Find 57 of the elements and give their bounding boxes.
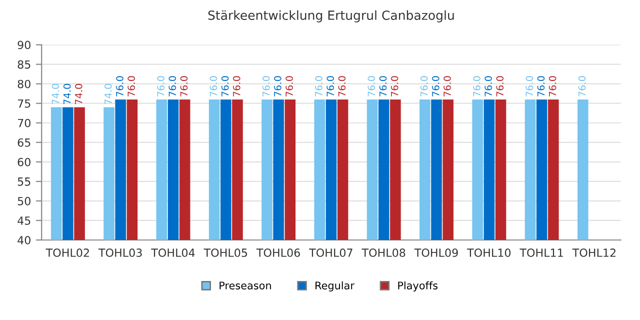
data-label: 76.0 (232, 76, 240, 96)
legend-label: Regular (316, 281, 354, 292)
data-label: 76.0 (444, 76, 451, 96)
data-label: 76.0 (286, 76, 293, 96)
data-label: 76.0 (537, 76, 545, 96)
x-tick-label: TOHL09 (414, 248, 458, 257)
data-label: 74.0 (74, 84, 82, 104)
data-label: 76.0 (548, 76, 556, 96)
x-tick-label: TOHL12 (572, 248, 616, 257)
y-tick-label: 80 (18, 80, 30, 88)
data-label: 76.0 (116, 76, 124, 96)
y-tick-label: 45 (18, 216, 30, 225)
data-label: 76.0 (210, 76, 218, 96)
data-label: 76.0 (496, 76, 504, 96)
x-tick-label: TOHL06 (256, 248, 300, 257)
x-tick-label: TOHL05 (204, 248, 248, 257)
data-label: 76.0 (379, 76, 387, 96)
x-tick-label: TOHL07 (309, 248, 352, 257)
x-tick-label: TOHL02 (46, 248, 89, 257)
y-tick-label: 55 (18, 178, 30, 186)
data-label: 74.0 (104, 84, 112, 104)
legend-label: Preseason (220, 282, 271, 290)
data-label: 74.0 (63, 84, 71, 104)
data-label: 76.0 (180, 76, 188, 96)
chart-title: Stärkeentwicklung Ertugrul Canbazoglu (208, 10, 454, 22)
x-tick-label: TOHL11 (520, 248, 563, 257)
data-label: 76.0 (432, 76, 440, 96)
data-label: 76.0 (168, 76, 176, 96)
data-label: 76.0 (315, 76, 322, 96)
data-label: 76.0 (420, 76, 428, 96)
y-tick-label: 60 (18, 158, 30, 166)
y-tick-label: 70 (18, 118, 30, 128)
data-label: 76.0 (390, 76, 398, 96)
data-label: 74.0 (52, 84, 60, 104)
data-label: 76.0 (526, 76, 534, 96)
data-label: 76.0 (578, 76, 586, 96)
y-tick-label: 75 (18, 99, 30, 108)
data-label: 76.0 (157, 76, 164, 96)
data-label: 76.0 (128, 76, 135, 96)
x-tick-label: TOHL08 (362, 248, 406, 257)
data-label: 76.0 (326, 76, 334, 96)
x-tick-label: TOHL10 (467, 248, 511, 257)
data-label: 76.0 (368, 76, 376, 96)
data-label: 76.0 (221, 76, 229, 96)
data-label: 76.0 (274, 76, 282, 96)
data-label: 76.0 (473, 76, 480, 96)
y-tick-label: 50 (18, 196, 30, 206)
y-tick-label: 85 (18, 60, 30, 69)
x-tick-label: TOHL04 (151, 248, 195, 257)
y-tick-label: 65 (18, 138, 30, 147)
y-tick-label: 40 (18, 236, 30, 244)
data-label: 76.0 (484, 76, 492, 96)
y-tick-label: 90 (18, 40, 30, 50)
data-label: 76.0 (338, 76, 346, 96)
legend-label: Playoffs (398, 281, 438, 292)
data-label: 76.0 (262, 76, 270, 96)
x-tick-label: TOHL03 (98, 248, 142, 257)
